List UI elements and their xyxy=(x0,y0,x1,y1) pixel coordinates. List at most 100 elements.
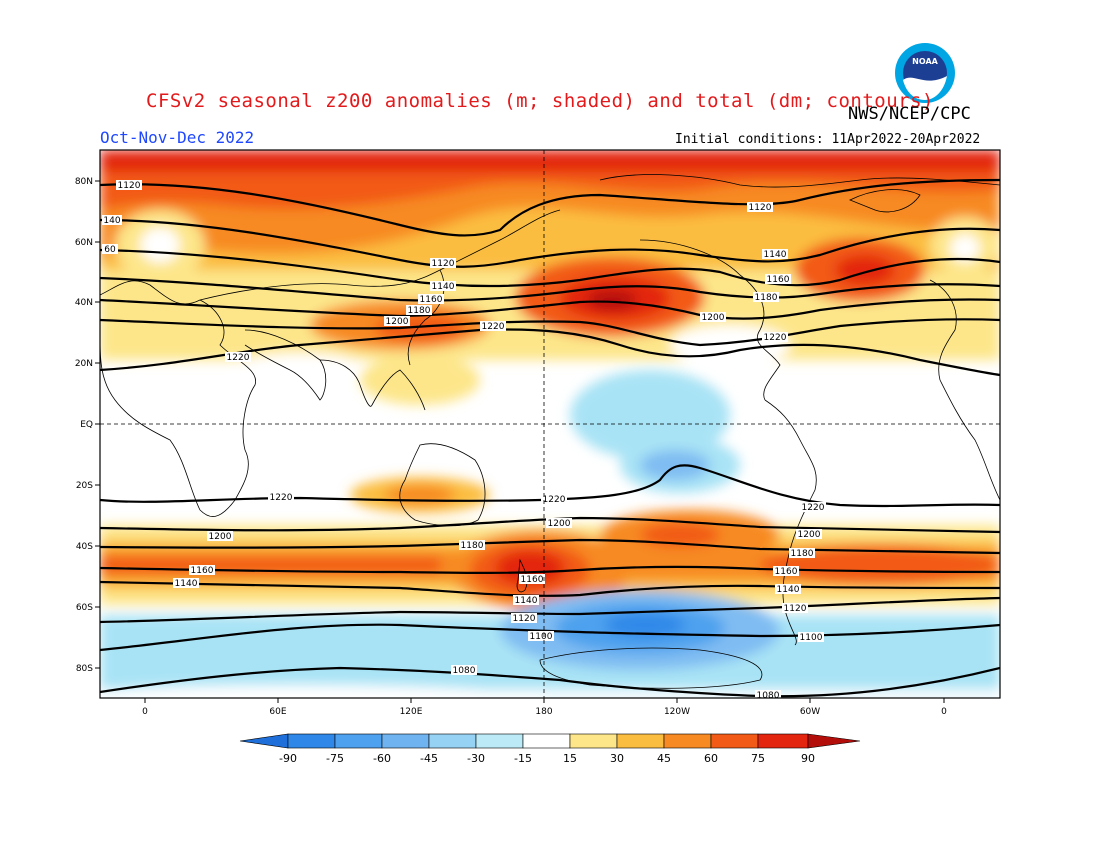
svg-text:1140: 1140 xyxy=(764,250,787,260)
contour-label: 1180 xyxy=(406,305,432,316)
svg-text:1160: 1160 xyxy=(521,575,544,585)
colorbar-tick: -30 xyxy=(467,752,485,765)
svg-text:1200: 1200 xyxy=(702,313,725,323)
contour-label: 1140 xyxy=(762,249,788,260)
contour-label: 1120 xyxy=(511,613,537,624)
colorbar-tick: -45 xyxy=(420,752,438,765)
svg-text:1220: 1220 xyxy=(764,333,787,343)
lat-label: 40N xyxy=(75,298,93,308)
svg-text:1100: 1100 xyxy=(530,632,553,642)
svg-text:1140: 1140 xyxy=(432,282,455,292)
svg-text:1220: 1220 xyxy=(482,322,505,332)
svg-text:1160: 1160 xyxy=(191,566,214,576)
colorbar-tick: -60 xyxy=(373,752,391,765)
lon-label: 180 xyxy=(535,707,552,717)
colorbar-low-arrow xyxy=(239,733,289,749)
colorbar-bin xyxy=(428,733,477,749)
colorbar-bin xyxy=(616,733,665,749)
colorbar-tick: 90 xyxy=(801,752,815,765)
chart-title: CFSv2 seasonal z200 anomalies (m; shaded… xyxy=(146,90,934,112)
colorbar-bin xyxy=(569,733,618,749)
svg-text:1080: 1080 xyxy=(453,666,476,676)
colorbar-bin xyxy=(522,733,571,749)
contour-label: 1200 xyxy=(207,531,233,542)
svg-text:1160: 1160 xyxy=(767,275,790,285)
contour-label: 1100 xyxy=(528,631,554,642)
svg-text:1180: 1180 xyxy=(755,293,778,303)
initial-conditions-label: Initial conditions: 11Apr2022-20Apr2022 xyxy=(675,132,981,147)
height-contours xyxy=(100,178,1000,698)
svg-text:60: 60 xyxy=(104,245,116,255)
contour-label: 1220 xyxy=(762,332,788,343)
contour-label: 1160 xyxy=(519,574,545,585)
colorbar-bin xyxy=(663,733,712,749)
colorbar-bin xyxy=(287,733,336,749)
contour-label: 1160 xyxy=(773,566,799,577)
contour-labels: 1120 140 60 1120 1140 1160 1180 1200 122… xyxy=(102,180,826,701)
noaa-logo: NOAA xyxy=(895,43,955,103)
colorbar-tick: 45 xyxy=(657,752,671,765)
contour-label: 1140 xyxy=(513,595,539,606)
svg-text:1200: 1200 xyxy=(386,317,409,327)
lat-label: 20N xyxy=(75,359,93,369)
colorbar-tick: -90 xyxy=(279,752,297,765)
svg-text:1120: 1120 xyxy=(784,604,807,614)
contour-label: 1180 xyxy=(753,292,779,303)
contour-label: 1120 xyxy=(747,202,773,213)
lon-label: 60E xyxy=(269,707,286,717)
lat-label: 60S xyxy=(76,603,93,613)
colorbar-high-arrow xyxy=(807,733,861,749)
lat-label: 80S xyxy=(76,664,93,674)
anomaly-shading xyxy=(100,150,1000,698)
colorbar-tick: 15 xyxy=(563,752,577,765)
contour-label: 1180 xyxy=(459,540,485,551)
contour-label: 60 xyxy=(102,244,118,255)
lon-label: 0 xyxy=(941,707,947,717)
contour-label: 1120 xyxy=(430,258,456,269)
contour-label: 1120 xyxy=(782,603,808,614)
colorbar-bin xyxy=(710,733,759,749)
svg-text:1160: 1160 xyxy=(420,295,443,305)
colorbar-bin xyxy=(475,733,524,749)
contour-label: 1220 xyxy=(268,492,294,503)
contour-label: 1160 xyxy=(418,294,444,305)
svg-text:1140: 1140 xyxy=(777,585,800,595)
contour-label: 1160 xyxy=(189,565,215,576)
svg-text:NOAA: NOAA xyxy=(912,57,938,66)
contour-label: 1220 xyxy=(225,352,251,363)
svg-text:1180: 1180 xyxy=(791,549,814,559)
colorbar-tick: 60 xyxy=(704,752,718,765)
svg-text:1120: 1120 xyxy=(513,614,536,624)
colorbar-bin xyxy=(334,733,383,749)
svg-text:1140: 1140 xyxy=(175,579,198,589)
contour-label: 1220 xyxy=(800,502,826,513)
colorbar-tick: -15 xyxy=(514,752,532,765)
contour-label: 1200 xyxy=(700,312,726,323)
contour-label: 1200 xyxy=(546,518,572,529)
svg-text:1200: 1200 xyxy=(209,532,232,542)
svg-text:1100: 1100 xyxy=(800,633,823,643)
lat-label: 40S xyxy=(76,542,93,552)
lon-label: 120E xyxy=(400,707,423,717)
colorbar: -90 -75 -60 -45 -30 -15 15 30 45 60 75 9… xyxy=(239,733,861,765)
svg-text:1160: 1160 xyxy=(775,567,798,577)
contour-label: 1080 xyxy=(755,690,781,701)
colorbar-bin xyxy=(757,733,809,749)
svg-text:1200: 1200 xyxy=(798,530,821,540)
latitude-axis: 80N 60N 40N 20N EQ 20S 40S 60S 80S xyxy=(75,177,100,674)
contour-label: 1200 xyxy=(796,529,822,540)
contour-label: 1160 xyxy=(765,274,791,285)
contour-label: 140 xyxy=(102,215,122,226)
lon-label: 120W xyxy=(664,707,690,717)
svg-text:1120: 1120 xyxy=(432,259,455,269)
contour-label: 1120 xyxy=(116,180,142,191)
lon-label: 0 xyxy=(142,707,148,717)
contour-label: 1220 xyxy=(541,494,567,505)
svg-text:1220: 1220 xyxy=(543,495,566,505)
svg-text:1180: 1180 xyxy=(408,306,431,316)
contour-label: 1220 xyxy=(480,321,506,332)
svg-text:1220: 1220 xyxy=(270,493,293,503)
svg-text:1120: 1120 xyxy=(118,181,141,191)
contour-label: 1080 xyxy=(451,665,477,676)
colorbar-tick: 30 xyxy=(610,752,624,765)
